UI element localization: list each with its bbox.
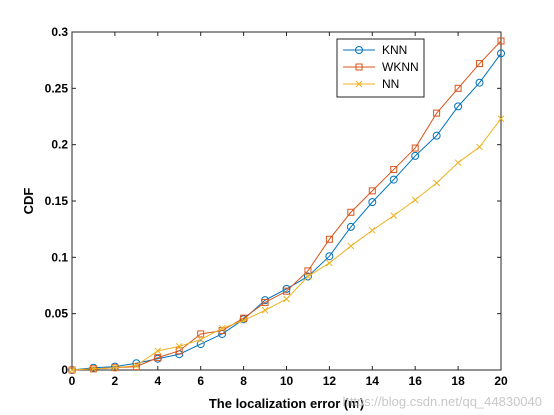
x-tick-label: 10 bbox=[280, 374, 294, 388]
data-point-nn bbox=[390, 212, 398, 220]
data-point-knn bbox=[368, 198, 377, 207]
data-point-wknn bbox=[497, 37, 505, 45]
data-point-nn bbox=[283, 295, 290, 303]
data-point-knn bbox=[411, 151, 420, 160]
data-point-nn bbox=[304, 273, 312, 280]
data-point-knn bbox=[303, 272, 312, 281]
data-point-knn bbox=[432, 131, 441, 140]
data-point-knn bbox=[497, 49, 505, 58]
plot-area bbox=[71, 31, 502, 371]
data-point-knn bbox=[346, 222, 355, 231]
y-tick-label: 0.3 bbox=[51, 25, 68, 39]
data-point-wknn bbox=[261, 298, 269, 306]
legend-label-knn: KNN bbox=[382, 43, 407, 57]
data-point-wknn bbox=[325, 235, 333, 243]
data-point-nn bbox=[368, 226, 376, 234]
watermark-text: https://blog.csdn.net/qq_44830040 bbox=[342, 394, 543, 409]
legend-marker-knn bbox=[355, 46, 363, 54]
legend-box bbox=[336, 38, 425, 98]
y-tick-label: 0.15 bbox=[45, 194, 69, 208]
legend: KNN WKNN NN bbox=[336, 38, 425, 98]
x-tick-label: 16 bbox=[409, 374, 423, 388]
data-point-nn bbox=[111, 364, 119, 372]
data-point-wknn bbox=[154, 354, 162, 362]
y-tick-label: 0.2 bbox=[51, 138, 68, 152]
data-point-wknn bbox=[283, 287, 290, 295]
x-tick-label: 18 bbox=[451, 374, 465, 388]
data-point-knn bbox=[389, 175, 398, 184]
x-axis-title: The localization error (m) bbox=[209, 396, 364, 411]
data-point-wknn bbox=[304, 267, 312, 275]
data-point-nn bbox=[433, 179, 441, 187]
data-point-nn bbox=[240, 317, 247, 324]
x-tick-label: 0 bbox=[69, 374, 76, 388]
x-tick-label: 14 bbox=[366, 374, 380, 388]
data-point-nn bbox=[90, 365, 97, 373]
legend-marker-nn bbox=[355, 80, 363, 88]
x-tick-label: 6 bbox=[197, 374, 204, 388]
data-point-nn bbox=[411, 196, 419, 204]
data-point-nn bbox=[261, 306, 269, 314]
data-point-wknn bbox=[197, 330, 205, 338]
x-tick-label: 4 bbox=[154, 374, 161, 388]
data-point-nn bbox=[497, 115, 505, 123]
data-point-nn bbox=[454, 159, 462, 167]
y-tick-label: 0.1 bbox=[51, 250, 68, 264]
data-point-wknn bbox=[411, 144, 419, 152]
data-point-wknn bbox=[240, 314, 248, 322]
series-line-wknn bbox=[71, 40, 502, 371]
data-point-wknn bbox=[347, 208, 355, 216]
data-point-wknn bbox=[433, 109, 441, 117]
series-layer bbox=[68, 37, 505, 374]
data-point-nn bbox=[175, 342, 183, 350]
data-point-wknn bbox=[390, 165, 398, 173]
data-point-nn bbox=[132, 362, 140, 369]
data-point-nn bbox=[326, 259, 333, 267]
x-tick-label: 8 bbox=[240, 374, 247, 388]
y-tick-label: 0.25 bbox=[45, 81, 69, 95]
y-axis-title: CDF bbox=[21, 188, 36, 215]
x-tick-label: 20 bbox=[494, 374, 508, 388]
y-tick-label: 0.05 bbox=[45, 307, 69, 321]
data-point-nn bbox=[68, 366, 76, 374]
data-point-nn bbox=[347, 242, 355, 250]
legend-marker-wknn bbox=[355, 63, 363, 71]
x-tick-label: 12 bbox=[323, 374, 337, 388]
series-line-knn bbox=[71, 53, 502, 371]
data-point-wknn bbox=[175, 347, 183, 355]
data-point-knn bbox=[475, 78, 484, 87]
data-point-knn bbox=[454, 102, 463, 111]
data-point-wknn bbox=[132, 363, 140, 371]
data-point-knn bbox=[196, 340, 205, 349]
y-tick-label: 0 bbox=[61, 363, 68, 377]
data-point-knn bbox=[325, 252, 334, 261]
data-point-wknn bbox=[476, 60, 484, 68]
legend-label-nn: NN bbox=[382, 77, 399, 91]
series-nn bbox=[68, 115, 505, 374]
data-point-wknn bbox=[368, 187, 376, 195]
data-point-nn bbox=[154, 347, 162, 355]
data-point-nn bbox=[218, 324, 226, 332]
axis-ticks: 0 2 4 6 8 10 12 14 16 18 20 0 0.05 0.1 0.15 0.2 0.25 0.3 bbox=[45, 25, 508, 388]
legend-label-wknn: WKNN bbox=[382, 60, 419, 74]
data-point-wknn bbox=[454, 84, 462, 92]
x-tick-label: 2 bbox=[112, 374, 119, 388]
data-point-nn bbox=[197, 336, 205, 343]
series-wknn bbox=[68, 37, 505, 374]
data-point-nn bbox=[476, 143, 483, 151]
data-point-wknn bbox=[218, 327, 226, 335]
